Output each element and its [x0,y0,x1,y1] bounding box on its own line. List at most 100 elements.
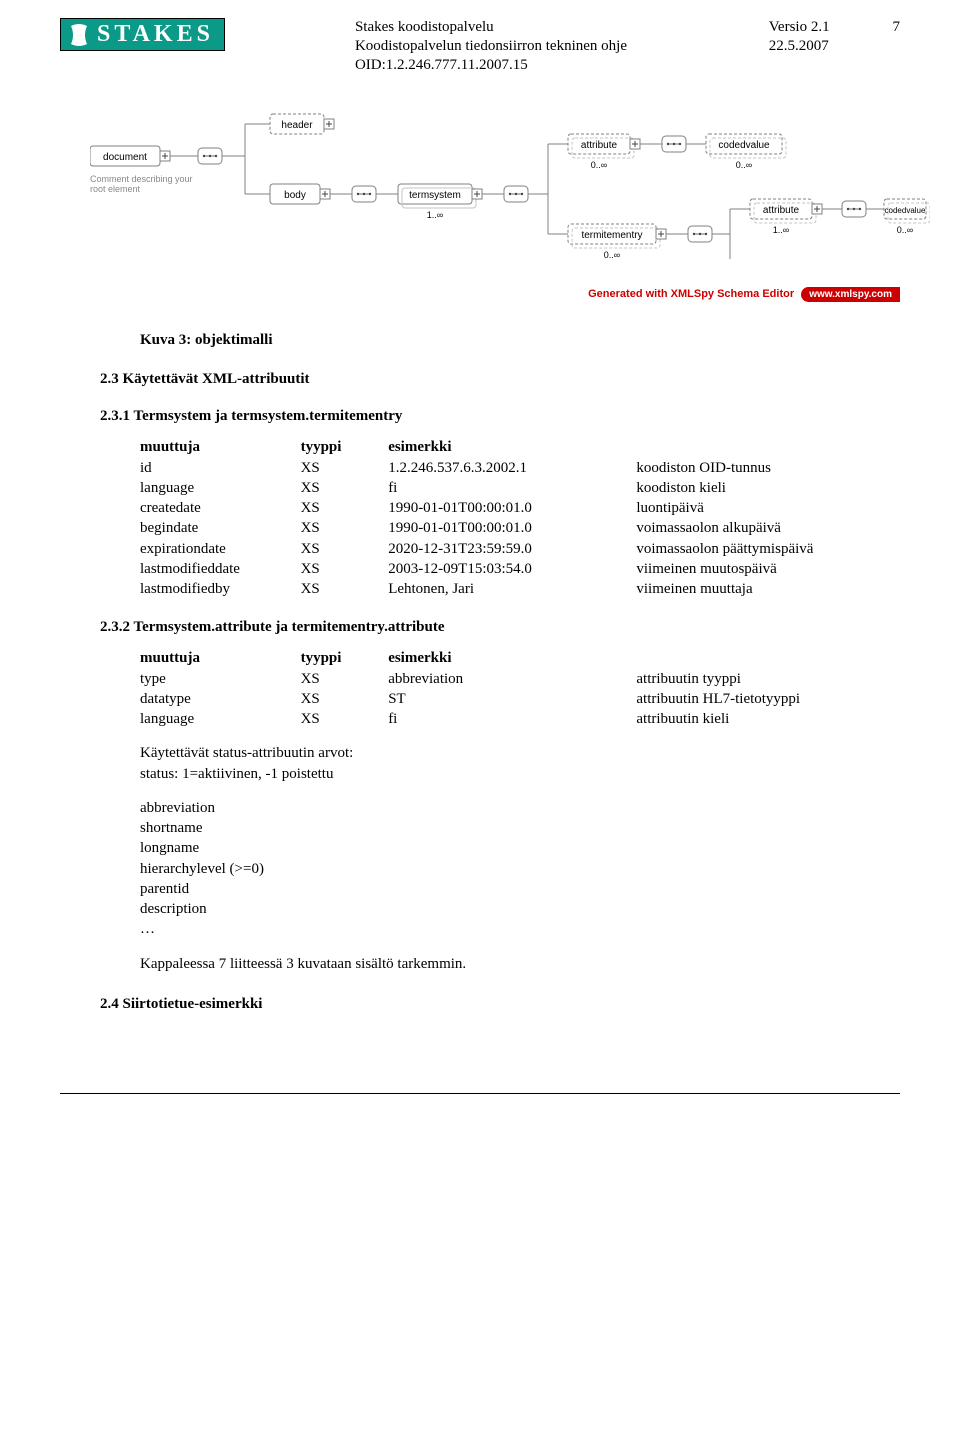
header-version: Versio 2.1 [769,18,859,37]
table-cell: begindate [140,518,301,538]
table-cell: lastmodifiedby [140,579,301,599]
table-header-cell: tyyppi [301,437,389,457]
table-cell: expirationdate [140,539,301,559]
table-cell: XS [301,689,389,709]
table-cell: luontipäivä [636,498,870,518]
paragraph-kappale7: Kappaleessa 7 liitteessä 3 kuvataan sisä… [140,954,870,974]
schema-diagram: document Comment describing your root el… [90,104,900,279]
table-row: datatypeXSSTattribuutin HL7-tietotyyppi [140,689,870,709]
svg-text:root element: root element [90,184,141,194]
attribute-abbrev-list: abbreviationshortnamelongnamehierarchyle… [140,798,870,940]
table-row: lastmodifieddateXS2003-12-09T15:03:54.0v… [140,559,870,579]
node-body: body [284,190,306,201]
node-termitementry: termitementry [581,230,642,241]
table-cell: attribuutin HL7-tietotyyppi [636,689,870,709]
header-title-1: Stakes koodistopalvelu [355,18,627,37]
header-title-2: Koodistopalvelun tiedonsiirron tekninen … [355,37,627,56]
table-row: languageXSfikoodiston kieli [140,478,870,498]
attr-list-item: … [140,919,870,939]
table-cell: voimassaolon alkupäivä [636,518,870,538]
header-page-number: 7 [893,18,901,37]
status-values-line2: status: 1=aktiivinen, -1 poistettu [140,764,870,784]
heading-2-3-2: 2.3.2 Termsystem.attribute ja termitemen… [100,619,870,636]
logo-text: STAKES [97,21,214,48]
table-header-cell [636,648,870,668]
table-header-cell: esimerkki [388,648,636,668]
node-document: document [103,152,147,163]
table-cell: createdate [140,498,301,518]
svg-text:0..∞: 0..∞ [736,160,752,170]
table-cell: XS [301,458,389,478]
footer-rule [60,1093,900,1094]
table-cell: fi [388,709,636,729]
table-cell: 2003-12-09T15:03:54.0 [388,559,636,579]
xmlspy-text: Generated with XMLSpy Schema Editor [588,288,794,300]
node-attribute-1: attribute [581,140,618,151]
table-cell: attribuutin kieli [636,709,870,729]
page-header: STAKES Stakes koodistopalvelu Koodistopa… [60,18,900,74]
figure-caption: Kuva 3: objektimalli [140,332,870,349]
table-header-cell: tyyppi [301,648,389,668]
table-cell: 1.2.246.537.6.3.2002.1 [388,458,636,478]
header-center: Stakes koodistopalvelu Koodistopalvelun … [355,18,627,74]
table-attribute-attrs: muuttujatyyppiesimerkki typeXSabbreviatio… [140,648,870,729]
table-cell: 1990-01-01T00:00:01.0 [388,498,636,518]
document-body: Kuva 3: objektimalli 2.3 Käytettävät XML… [140,332,870,1013]
table-cell: id [140,458,301,478]
table-cell: XS [301,669,389,689]
table-cell: voimassaolon päättymispäivä [636,539,870,559]
table-cell: 1990-01-01T00:00:01.0 [388,518,636,538]
table-cell: abbreviation [388,669,636,689]
svg-text:0..∞: 0..∞ [604,250,620,260]
table-cell: attribuutin tyyppi [636,669,870,689]
table-header-cell: muuttuja [140,648,301,668]
heading-2-3: 2.3 Käytettävät XML-attribuutit [100,371,870,388]
heading-2-3-1: 2.3.1 Termsystem ja termsystem.termiteme… [100,408,870,425]
diagram-root-comment: Comment describing your [90,174,193,184]
attr-list-item: longname [140,838,870,858]
table-row: languageXSfiattribuutin kieli [140,709,870,729]
svg-text:0..∞: 0..∞ [897,225,913,235]
table-cell: ST [388,689,636,709]
table-cell: XS [301,498,389,518]
table-termsystem-attrs: muuttujatyyppiesimerkkiidXS1.2.246.537.6… [140,437,870,599]
table-cell: XS [301,478,389,498]
table-cell: 2020-12-31T23:59:59.0 [388,539,636,559]
logo-mark-icon [67,24,91,46]
node-termsystem: termsystem [409,190,461,201]
table-cell: XS [301,518,389,538]
table-cell: XS [301,539,389,559]
table-cell: viimeinen muutospäivä [636,559,870,579]
attr-list-item: parentid [140,879,870,899]
table-cell: fi [388,478,636,498]
table-header-cell: esimerkki [388,437,636,457]
table-cell: viimeinen muuttaja [636,579,870,599]
attr-list-item: shortname [140,818,870,838]
header-date: 22.5.2007 [769,37,900,56]
header-oid: OID:1.2.246.777.11.2007.15 [355,56,627,75]
table-cell: type [140,669,301,689]
table-header-cell: muuttuja [140,437,301,457]
table-row: lastmodifiedbyXSLehtonen, Jariviimeinen … [140,579,870,599]
header-right: Versio 2.1 7 22.5.2007 [769,18,900,56]
table-cell: koodiston kieli [636,478,870,498]
attr-list-item: hierarchylevel (>=0) [140,859,870,879]
table-cell: XS [301,559,389,579]
stakes-logo: STAKES [60,18,225,51]
status-values-line1: Käytettävät status-attribuutin arvot: [140,743,870,763]
table-cell: XS [301,579,389,599]
table-cell: lastmodifieddate [140,559,301,579]
attr-list-item: abbreviation [140,798,870,818]
svg-text:1..∞: 1..∞ [773,225,789,235]
card-termsystem: 1..∞ [427,210,443,220]
node-header: header [281,120,313,131]
xmlspy-footer: Generated with XMLSpy Schema Editor www.… [60,287,900,302]
table-cell: language [140,478,301,498]
table-cell: koodiston OID-tunnus [636,458,870,478]
table-row: begindateXS1990-01-01T00:00:01.0voimassa… [140,518,870,538]
attr-list-item: description [140,899,870,919]
node-codedvalue-2: codedvalue [885,206,926,215]
table-cell: datatype [140,689,301,709]
table-cell: Lehtonen, Jari [388,579,636,599]
status-values-block: Käytettävät status-attribuutin arvot: st… [140,743,870,784]
